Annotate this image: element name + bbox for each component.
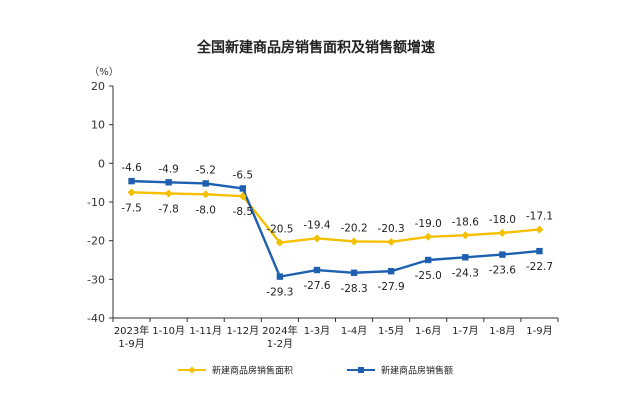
data-label: -18.6 bbox=[452, 216, 479, 228]
data-point-1 bbox=[128, 177, 135, 185]
data-label: -4.9 bbox=[158, 163, 179, 175]
y-tick-label: 20 bbox=[91, 80, 105, 93]
data-labels: -7.5 -7.8 -8.0 -8.5 -20.5 -19.4 -20.2 -20.3 -19.… bbox=[121, 162, 553, 299]
legend-label: 新建商品房销售面积 bbox=[212, 365, 293, 377]
x-tick-label: 1-5月 bbox=[378, 325, 404, 337]
data-point-1 bbox=[165, 179, 172, 186]
data-label: -20.3 bbox=[378, 223, 405, 235]
data-label: -19.4 bbox=[303, 219, 330, 231]
data-label: -28.3 bbox=[340, 283, 367, 295]
data-label: -18.0 bbox=[489, 214, 516, 226]
data-point-1 bbox=[202, 180, 209, 187]
data-point-0 bbox=[350, 237, 359, 246]
data-point-1 bbox=[276, 273, 284, 280]
y-axis-unit-label: （%） bbox=[89, 66, 119, 78]
x-tick-label: 1-8月 bbox=[489, 325, 515, 337]
data-point-0 bbox=[498, 228, 507, 237]
x-tick-label: 2023年 bbox=[114, 324, 149, 337]
x-tick-label: 1-12月 bbox=[226, 325, 259, 337]
data-point-0 bbox=[461, 231, 470, 240]
data-point-0 bbox=[127, 188, 136, 197]
x-tick-label: 1-10月 bbox=[152, 325, 185, 337]
legend: 新建商品房销售面积 新建商品房销售额 bbox=[178, 365, 453, 377]
x-tick-label: 1-9月 bbox=[526, 325, 552, 337]
data-label: -23.6 bbox=[489, 265, 516, 277]
data-point-1 bbox=[387, 268, 395, 275]
x-tick-label: 1-7月 bbox=[452, 325, 478, 337]
data-label: -20.2 bbox=[340, 222, 367, 234]
data-label: -20.5 bbox=[266, 224, 293, 236]
data-label: -22.7 bbox=[526, 261, 553, 273]
data-point-0 bbox=[201, 190, 210, 199]
data-label: -27.9 bbox=[378, 281, 405, 293]
data-label: -25.0 bbox=[415, 270, 442, 282]
x-tick-label: 1-11月 bbox=[189, 325, 222, 337]
series-lines bbox=[131, 179, 540, 278]
y-tick-label: -30 bbox=[87, 273, 105, 286]
data-label: -4.6 bbox=[121, 162, 142, 174]
y-tick-label: -10 bbox=[87, 196, 105, 209]
y-tick-label: -40 bbox=[87, 312, 105, 325]
data-point-1 bbox=[425, 256, 432, 264]
legend-marker bbox=[188, 366, 196, 374]
y-axis-ticks: 20 10 0 -10 -20 -30 -40 bbox=[87, 80, 113, 325]
series-line-1 bbox=[131, 179, 540, 278]
x-tick-label: 1-2月 bbox=[267, 338, 293, 350]
data-point-1 bbox=[313, 266, 321, 274]
data-point-0 bbox=[387, 237, 396, 246]
data-point-1 bbox=[462, 254, 469, 261]
data-point-0 bbox=[312, 234, 321, 243]
x-tick-label: 2024年 bbox=[262, 324, 297, 337]
data-point-1 bbox=[499, 251, 506, 258]
data-point-0 bbox=[238, 192, 247, 201]
data-point-0 bbox=[535, 225, 544, 234]
data-point-1 bbox=[239, 185, 246, 192]
data-label: -6.5 bbox=[233, 169, 254, 181]
data-point-1 bbox=[536, 247, 543, 255]
x-tick-label: 1-3月 bbox=[304, 325, 330, 337]
chart-title: 全国新建商品房销售面积及销售额增速 bbox=[196, 39, 435, 56]
data-label: -27.6 bbox=[303, 280, 330, 292]
x-tick-label: 1-6月 bbox=[415, 325, 441, 337]
series-markers bbox=[127, 177, 544, 280]
y-tick-label: 0 bbox=[98, 157, 105, 170]
data-label: -7.5 bbox=[121, 202, 142, 214]
x-tick-label: 1-4月 bbox=[341, 325, 367, 337]
data-label: -7.8 bbox=[158, 203, 179, 215]
data-point-0 bbox=[275, 238, 284, 247]
data-point-0 bbox=[424, 232, 433, 241]
data-point-1 bbox=[350, 269, 358, 276]
data-label: -19.0 bbox=[415, 218, 442, 230]
legend-label: 新建商品房销售额 bbox=[381, 365, 453, 377]
series-line-0 bbox=[131, 191, 540, 244]
y-tick-label: 10 bbox=[91, 119, 105, 132]
data-point-0 bbox=[164, 189, 173, 198]
chart-axes bbox=[112, 86, 558, 319]
data-label: -5.2 bbox=[195, 164, 216, 176]
data-label: -8.0 bbox=[195, 204, 216, 216]
x-tick-label: 1-9月 bbox=[118, 338, 144, 350]
data-label: -29.3 bbox=[266, 287, 293, 299]
data-label: -8.5 bbox=[233, 206, 254, 218]
legend-marker bbox=[358, 367, 364, 373]
data-label: -17.1 bbox=[526, 210, 553, 222]
y-tick-label: -20 bbox=[87, 235, 105, 248]
data-label: -24.3 bbox=[452, 267, 479, 279]
